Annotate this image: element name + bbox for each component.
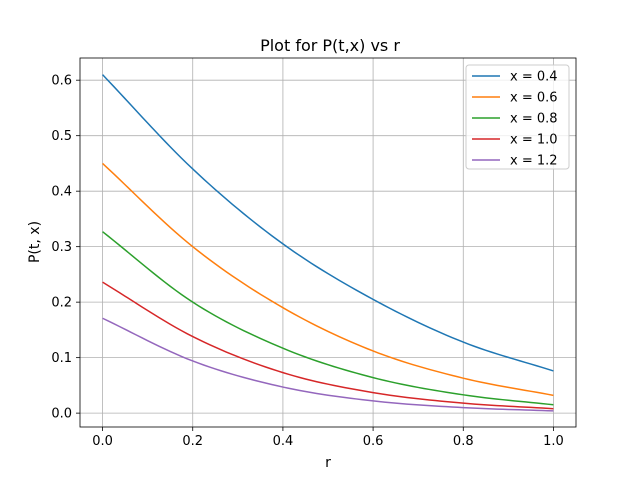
y-axis-ticks: 0.0 0.1 0.2 0.3 0.4 0.5 0.6 <box>51 74 80 422</box>
legend-label: x = 1.0 <box>510 133 558 148</box>
series-line-3 <box>102 231 554 406</box>
legend-box <box>465 64 570 170</box>
legend-label: x = 0.8 <box>510 112 558 127</box>
y-axis-label: P(t, x) <box>27 221 43 263</box>
y-tick-label: 0.0 <box>51 407 72 422</box>
series-line-2 <box>102 162 554 397</box>
y-tick-label: 0.6 <box>51 74 72 89</box>
series-line-1 <box>102 74 554 372</box>
y-tick-label: 0.2 <box>51 296 72 311</box>
x-axis-ticks: 0.0 0.2 0.4 0.6 0.8 1.0 <box>92 427 564 449</box>
plot-frame <box>79 57 577 428</box>
legend-label: x = 0.6 <box>510 91 558 106</box>
x-tick-label: 0.2 <box>182 434 203 449</box>
x-tick-label: 0.6 <box>363 434 384 449</box>
y-tick-label: 0.1 <box>51 351 72 366</box>
x-tick-label: 0.0 <box>92 434 113 449</box>
legend-label: x = 1.2 <box>510 154 558 169</box>
y-tick-label: 0.4 <box>51 185 72 200</box>
series-line-4 <box>102 281 554 410</box>
x-tick-label: 0.4 <box>273 434 294 449</box>
chart-title: Plot for P(t,x) vs r <box>260 36 400 55</box>
legend: x = 0.4 x = 0.6 x = 0.8 x = 1.0 x = 1.2 <box>465 64 570 170</box>
x-axis-label: r <box>325 455 331 471</box>
series-lines <box>102 74 554 412</box>
x-tick-label: 0.8 <box>453 434 474 449</box>
y-tick-label: 0.5 <box>51 129 72 144</box>
x-tick-label: 1.0 <box>543 434 564 449</box>
series-line-5 <box>102 317 554 412</box>
y-tick-label: 0.3 <box>51 240 72 255</box>
legend-label: x = 0.4 <box>510 70 558 85</box>
